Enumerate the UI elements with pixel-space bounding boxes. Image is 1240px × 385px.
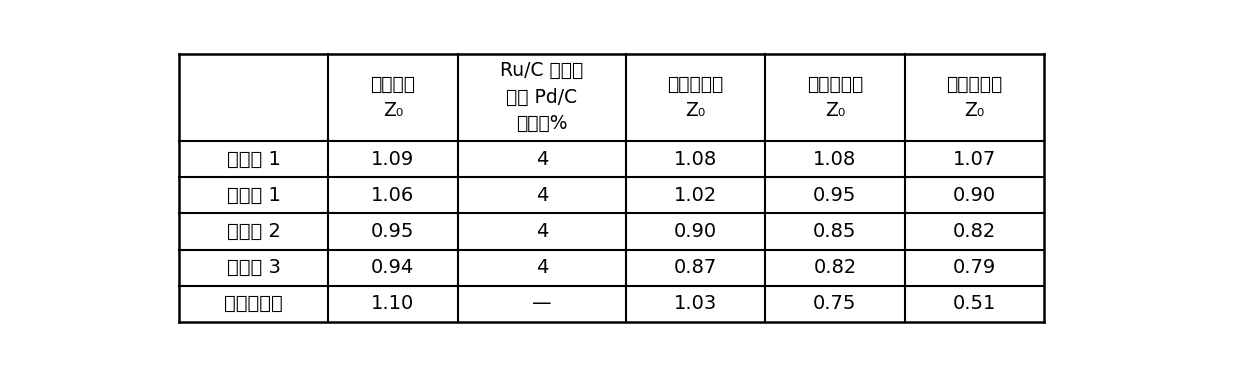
Text: 0.95: 0.95 <box>371 222 414 241</box>
Text: 1.06: 1.06 <box>371 186 414 205</box>
Text: 实施例 1: 实施例 1 <box>227 150 280 169</box>
Text: 0.75: 0.75 <box>813 294 857 313</box>
Text: 0.85: 0.85 <box>813 222 857 241</box>
Text: 0.51: 0.51 <box>952 294 996 313</box>
Text: 4: 4 <box>536 150 548 169</box>
Text: 第一次反应
Z₀: 第一次反应 Z₀ <box>667 75 724 120</box>
Text: 4: 4 <box>536 186 548 205</box>
Text: 对比例 1: 对比例 1 <box>227 186 280 205</box>
Text: 0.82: 0.82 <box>813 258 857 277</box>
Text: 1.09: 1.09 <box>371 150 414 169</box>
Text: 对比例 3: 对比例 3 <box>227 258 280 277</box>
Text: 1.07: 1.07 <box>952 150 996 169</box>
Text: 0.87: 0.87 <box>673 258 717 277</box>
Text: 0.82: 0.82 <box>952 222 996 241</box>
Text: 对比例 2: 对比例 2 <box>227 222 280 241</box>
Text: 4: 4 <box>536 222 548 241</box>
Text: 1.08: 1.08 <box>813 150 857 169</box>
Text: 1.10: 1.10 <box>371 294 414 313</box>
Text: —: — <box>532 294 552 313</box>
Text: 第一次反应
Z₀: 第一次反应 Z₀ <box>946 75 1002 120</box>
Text: 新鲜催化剂: 新鲜催化剂 <box>224 294 283 313</box>
Text: 第一次反应
Z₀: 第一次反应 Z₀ <box>807 75 863 120</box>
Text: 0.94: 0.94 <box>371 258 414 277</box>
Text: 1.03: 1.03 <box>673 294 717 313</box>
Text: 初始活性
Z₀: 初始活性 Z₀ <box>371 75 415 120</box>
Text: 0.95: 0.95 <box>813 186 857 205</box>
Text: 1.08: 1.08 <box>673 150 717 169</box>
Text: 0.90: 0.90 <box>952 186 996 205</box>
Text: 0.90: 0.90 <box>675 222 717 241</box>
Text: 0.79: 0.79 <box>952 258 996 277</box>
Text: Ru/C 加入量
（占 Pd/C
重量）%: Ru/C 加入量 （占 Pd/C 重量）% <box>500 61 584 133</box>
Text: 1.02: 1.02 <box>673 186 717 205</box>
Text: 4: 4 <box>536 258 548 277</box>
